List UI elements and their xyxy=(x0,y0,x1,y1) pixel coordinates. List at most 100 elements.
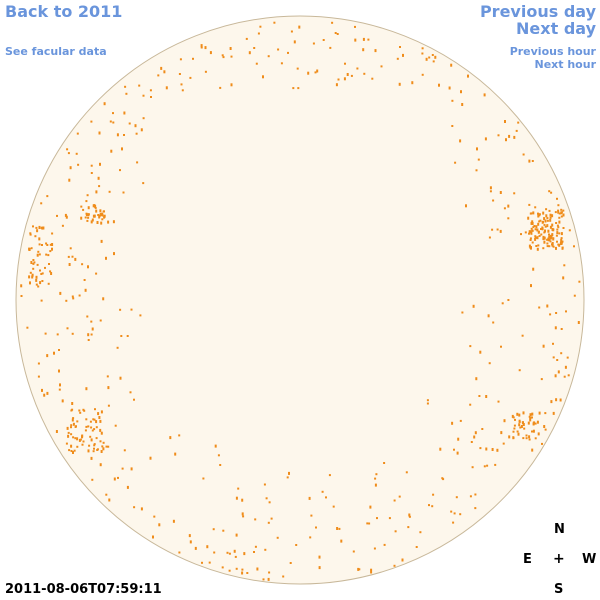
activity-marker xyxy=(107,445,110,448)
facular-data-link[interactable]: See facular data xyxy=(5,45,107,58)
activity-marker xyxy=(68,178,71,182)
activity-marker xyxy=(39,269,41,272)
activity-marker xyxy=(69,166,72,170)
activity-marker xyxy=(550,234,553,237)
activity-marker xyxy=(90,120,93,123)
activity-marker xyxy=(426,399,429,402)
activity-marker xyxy=(545,208,548,211)
activity-marker xyxy=(130,308,133,311)
activity-marker xyxy=(255,62,258,65)
activity-marker xyxy=(531,222,534,225)
activity-marker xyxy=(253,47,256,49)
activity-marker xyxy=(512,430,515,433)
previous-day-link[interactable]: Previous day xyxy=(479,2,596,21)
activity-marker xyxy=(112,112,114,115)
activity-marker xyxy=(408,513,411,517)
activity-marker xyxy=(533,225,536,227)
back-to-year-link[interactable]: Back to 2011 xyxy=(5,2,123,21)
activity-marker xyxy=(163,70,166,74)
activity-marker xyxy=(540,228,542,230)
activity-marker xyxy=(72,417,75,420)
activity-marker xyxy=(518,369,521,372)
activity-marker xyxy=(91,327,94,331)
activity-marker xyxy=(486,464,489,467)
activity-marker xyxy=(520,233,522,236)
activity-marker xyxy=(99,463,102,467)
activity-marker xyxy=(32,225,34,228)
activity-marker xyxy=(531,229,534,232)
activity-marker xyxy=(35,226,38,229)
activity-marker xyxy=(89,435,92,438)
previous-hour-link[interactable]: Previous hour xyxy=(509,45,596,58)
activity-marker xyxy=(230,55,233,58)
activity-marker xyxy=(421,52,424,55)
activity-marker xyxy=(343,77,346,81)
activity-marker xyxy=(550,400,553,404)
activity-marker xyxy=(41,244,43,246)
activity-marker xyxy=(44,332,47,335)
activity-marker xyxy=(85,425,88,428)
activity-marker xyxy=(554,326,557,330)
activity-marker xyxy=(475,169,478,172)
activity-marker xyxy=(113,252,115,256)
activity-marker xyxy=(101,212,103,216)
activity-marker xyxy=(107,404,110,407)
activity-marker xyxy=(557,210,560,214)
activity-marker xyxy=(558,232,561,235)
compass-center-mark: + xyxy=(553,551,565,567)
activity-marker xyxy=(78,294,81,297)
activity-marker xyxy=(209,51,212,55)
activity-marker xyxy=(543,231,546,234)
activity-marker xyxy=(492,199,495,202)
activity-marker xyxy=(28,275,31,279)
activity-marker xyxy=(337,78,340,81)
activity-marker xyxy=(72,297,75,300)
next-hour-link[interactable]: Next hour xyxy=(534,58,597,71)
activity-marker xyxy=(26,326,29,329)
activity-marker xyxy=(87,339,90,341)
activity-marker xyxy=(547,237,550,240)
activity-marker xyxy=(206,545,209,549)
activity-marker xyxy=(558,220,561,224)
activity-marker xyxy=(558,216,561,219)
activity-marker xyxy=(371,77,374,80)
activity-marker xyxy=(531,220,534,223)
activity-marker xyxy=(307,71,310,75)
activity-marker xyxy=(513,427,516,430)
activity-marker xyxy=(369,505,372,509)
activity-marker xyxy=(518,423,521,427)
activity-marker xyxy=(189,540,192,544)
activity-marker xyxy=(67,431,70,434)
next-day-link[interactable]: Next day xyxy=(516,19,596,38)
activity-marker xyxy=(71,418,74,422)
activity-marker xyxy=(507,299,510,301)
activity-marker xyxy=(262,75,264,79)
activity-marker xyxy=(537,230,540,234)
activity-marker xyxy=(497,134,500,137)
activity-marker xyxy=(536,247,539,251)
activity-marker xyxy=(318,555,321,559)
activity-marker xyxy=(557,370,560,374)
activity-marker xyxy=(318,566,321,570)
activity-marker xyxy=(87,213,90,217)
activity-marker xyxy=(467,74,469,78)
activity-marker xyxy=(59,383,61,387)
activity-marker xyxy=(42,226,45,230)
activity-marker xyxy=(528,438,531,441)
activity-marker xyxy=(72,451,74,454)
activity-marker xyxy=(548,235,551,239)
activity-marker xyxy=(265,497,268,500)
activity-marker xyxy=(116,346,119,349)
activity-marker xyxy=(70,444,73,448)
activity-marker xyxy=(479,447,482,450)
activity-marker xyxy=(213,551,216,554)
activity-marker xyxy=(76,132,79,135)
activity-marker xyxy=(554,211,557,214)
activity-marker xyxy=(474,431,477,435)
activity-marker xyxy=(393,499,396,502)
activity-marker xyxy=(38,225,41,229)
activity-marker xyxy=(432,60,435,63)
activity-marker xyxy=(262,578,265,581)
activity-marker xyxy=(68,263,71,266)
activity-marker xyxy=(219,464,222,466)
